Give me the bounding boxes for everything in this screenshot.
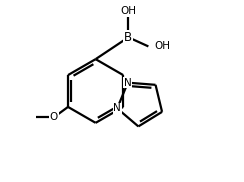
Text: O: O: [50, 112, 58, 122]
Text: N: N: [113, 103, 121, 113]
Text: B: B: [124, 31, 132, 44]
Text: OH: OH: [120, 6, 136, 16]
Text: OH: OH: [155, 41, 171, 51]
Text: N: N: [124, 78, 132, 88]
